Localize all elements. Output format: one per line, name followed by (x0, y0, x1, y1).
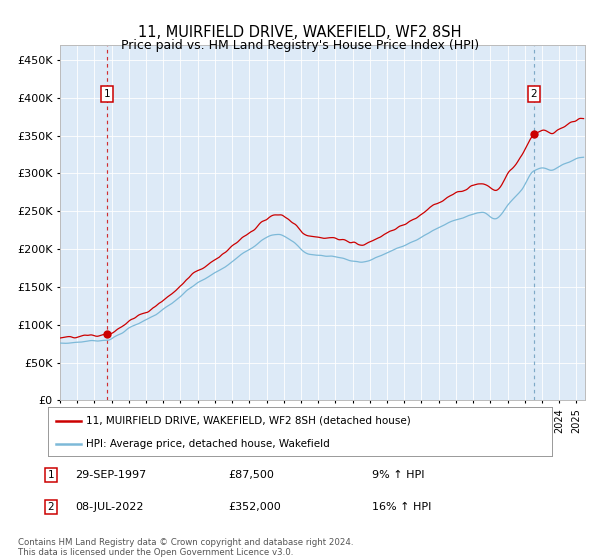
Text: Price paid vs. HM Land Registry's House Price Index (HPI): Price paid vs. HM Land Registry's House … (121, 39, 479, 52)
Text: 08-JUL-2022: 08-JUL-2022 (75, 502, 143, 512)
Text: 1: 1 (104, 89, 110, 99)
Text: Contains HM Land Registry data © Crown copyright and database right 2024.
This d: Contains HM Land Registry data © Crown c… (18, 538, 353, 557)
Text: 11, MUIRFIELD DRIVE, WAKEFIELD, WF2 8SH: 11, MUIRFIELD DRIVE, WAKEFIELD, WF2 8SH (138, 25, 462, 40)
Text: 9% ↑ HPI: 9% ↑ HPI (372, 470, 425, 480)
Text: 16% ↑ HPI: 16% ↑ HPI (372, 502, 431, 512)
Text: 2: 2 (530, 89, 537, 99)
Text: 2: 2 (47, 502, 55, 512)
Text: 1: 1 (47, 470, 55, 480)
Text: 29-SEP-1997: 29-SEP-1997 (75, 470, 146, 480)
Text: £87,500: £87,500 (228, 470, 274, 480)
Text: £352,000: £352,000 (228, 502, 281, 512)
Text: 11, MUIRFIELD DRIVE, WAKEFIELD, WF2 8SH (detached house): 11, MUIRFIELD DRIVE, WAKEFIELD, WF2 8SH … (86, 416, 410, 426)
Text: HPI: Average price, detached house, Wakefield: HPI: Average price, detached house, Wake… (86, 439, 329, 449)
